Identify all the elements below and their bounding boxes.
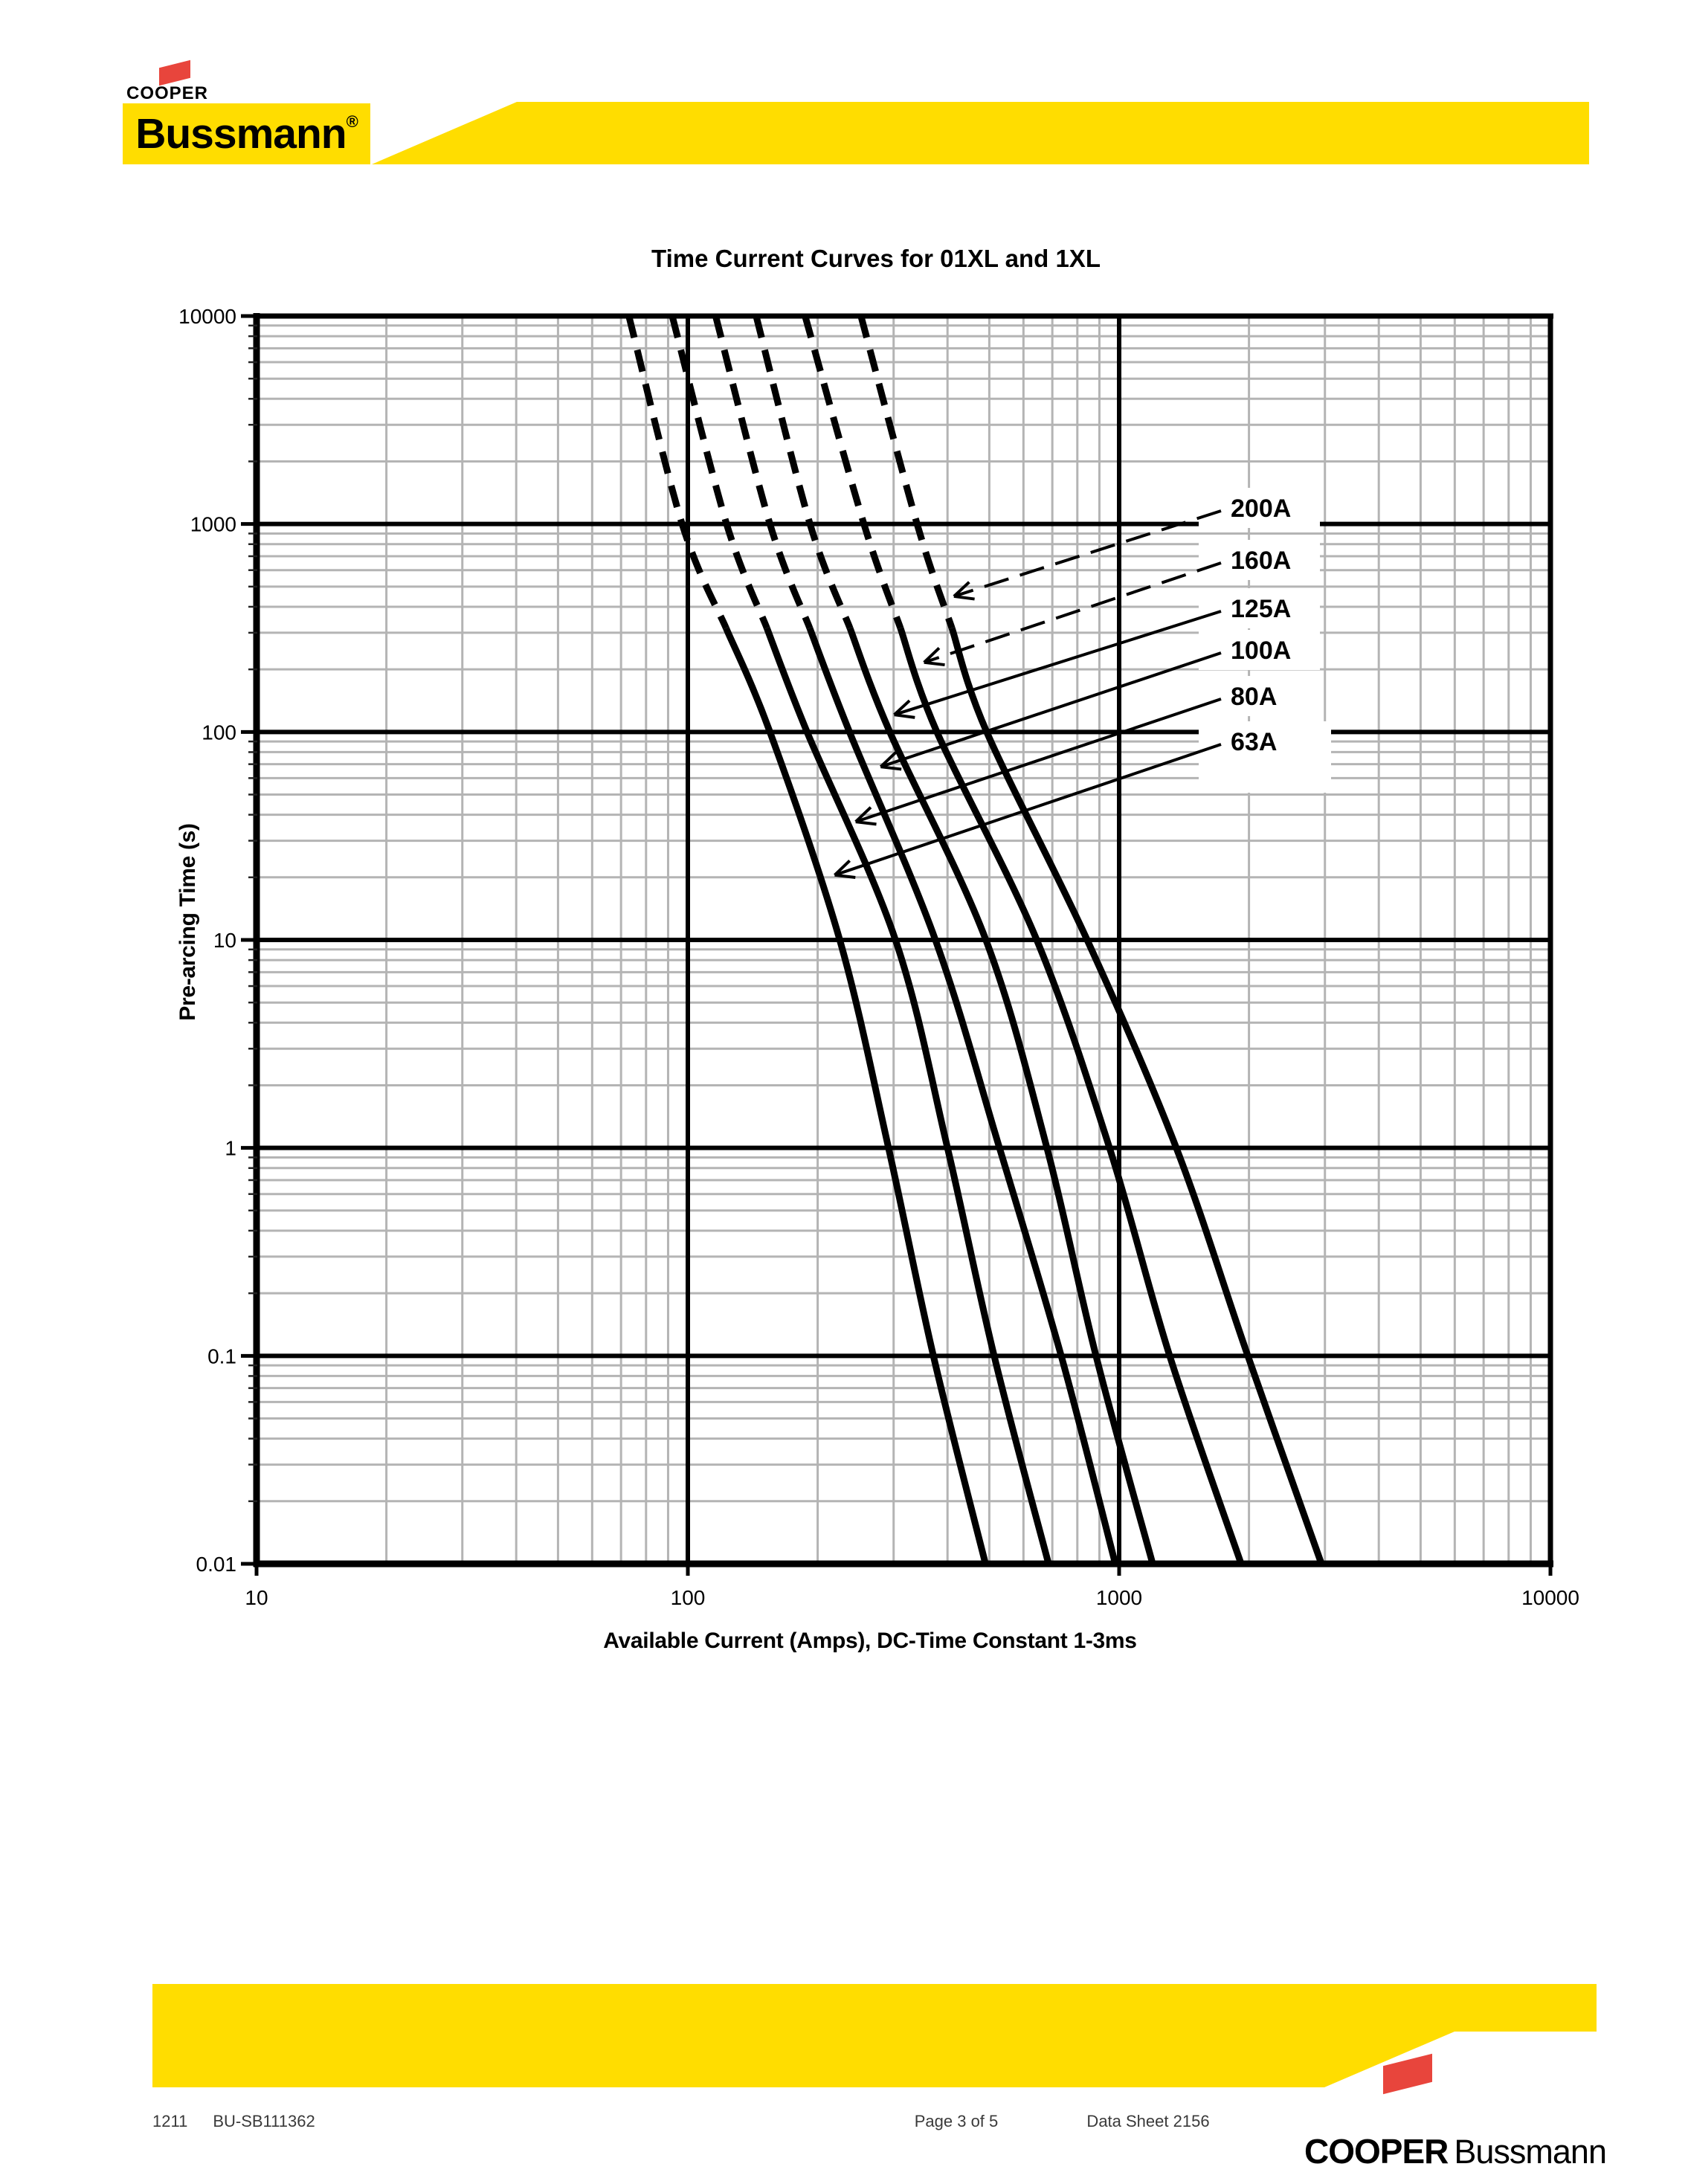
chart-title: Time Current Curves for 01XL and 1XL (651, 245, 1101, 272)
curve-63A-solid (723, 626, 989, 1565)
leader-line-200A (953, 509, 1222, 598)
arrowhead-125A-0 (893, 699, 911, 716)
grid-major (257, 316, 1550, 1564)
footer-yellow-band (152, 1984, 1597, 2087)
y-tick-label: 1 (225, 1137, 236, 1160)
footer-datasheet-number: Data Sheet 2156 (1086, 2112, 1210, 2130)
curve-125A-dashed (753, 315, 854, 630)
curve-label-80A: 80A (1231, 683, 1277, 711)
arrowhead-63A-0 (834, 859, 851, 877)
y-tick-label: 100 (202, 721, 236, 744)
x-tick-label: 1000 (1096, 1586, 1142, 1609)
curve-80A-solid (764, 626, 1052, 1565)
bussmann-wordmark: Bussmann® (135, 110, 358, 158)
leader-line-100A (880, 651, 1222, 769)
y-tick-label: 1000 (190, 513, 236, 536)
arrowhead-100A-1 (880, 765, 902, 771)
footer-document-code: 1211 BU-SB111362 (152, 2112, 341, 2131)
leader-line-125A (893, 610, 1222, 717)
x-tick-label: 100 (671, 1586, 706, 1609)
label-mask-80A (1199, 676, 1320, 716)
y-tick-label: 10 (213, 929, 236, 952)
header-cooper-wordmark: COOPER (126, 83, 209, 103)
y-axis-title: Pre-arcing Time (s) (175, 823, 200, 1021)
arrowhead-200A-1 (953, 594, 975, 601)
curve-labels: 200A 160A 125A 100A 80A 63A (1231, 495, 1291, 756)
arrowhead-200A-0 (953, 581, 970, 598)
label-mask-160A (1199, 540, 1320, 580)
curve-160A-solid (897, 627, 1245, 1565)
arrowhead-160A-1 (924, 660, 945, 667)
footer-page-number: Page 3 of 5 (914, 2112, 999, 2130)
axis-tick-labels: 10000 1000 100 10 1 0.1 0.01 10 100 1000 10000 (178, 305, 1579, 1609)
y-tick-label: 10000 (178, 305, 236, 328)
curve-160A-dashed (802, 315, 904, 630)
footer-code-right: BU-SB111362 (213, 2112, 315, 2130)
axis-ticks (241, 314, 1553, 1576)
arrowhead-125A-1 (894, 713, 915, 719)
footer-cooper-wordmark: COOPER (1304, 2132, 1449, 2171)
arrowhead-80A-0 (854, 806, 872, 823)
cooper-bussmann-logo: COOPER Bussmann (1304, 2131, 1607, 2171)
curve-label-160A: 160A (1231, 547, 1291, 575)
label-mask-125A (1199, 588, 1320, 628)
label-mask-100A (1199, 630, 1320, 670)
y-tick-label: 0.01 (196, 1553, 237, 1576)
label-mask-63A (1199, 721, 1331, 793)
curve-80A-dashed (669, 315, 770, 630)
leader-line-80A (855, 698, 1222, 823)
arrowhead-63A-1 (834, 873, 856, 879)
bussmann-logo-box: Bussmann® (123, 103, 370, 164)
label-background-boxes (1199, 488, 1331, 793)
leader-line-63A (834, 743, 1222, 877)
leader-line-160A (924, 561, 1222, 664)
curve-label-200A: 200A (1231, 495, 1291, 523)
curve-200A-dashed (857, 315, 956, 630)
curve-label-100A: 100A (1231, 637, 1291, 665)
arrowhead-80A-1 (855, 820, 877, 826)
y-tick-label: 0.1 (207, 1344, 236, 1368)
arrowhead-160A-0 (923, 646, 941, 664)
label-mask-200A (1199, 488, 1320, 528)
header-yellow-band (372, 102, 1589, 164)
registered-mark: ® (346, 112, 358, 131)
curve-63A-dashed (625, 315, 729, 630)
curve-125A-solid (846, 626, 1156, 1565)
label-leader-arrows (834, 509, 1222, 879)
footer-bussmann-wordmark: Bussmann (1454, 2133, 1607, 2171)
curve-100A-dashed (712, 315, 814, 630)
curve-label-125A: 125A (1231, 595, 1291, 623)
x-tick-label: 10000 (1521, 1586, 1579, 1609)
footer-code-left: 1211 (152, 2112, 188, 2130)
curve-100A-solid (806, 626, 1119, 1565)
arrowhead-100A-0 (879, 751, 897, 768)
x-tick-label: 10 (245, 1586, 268, 1609)
x-axis-title: Available Current (Amps), DC-Time Consta… (603, 1629, 1136, 1653)
curve-label-63A: 63A (1231, 728, 1277, 756)
